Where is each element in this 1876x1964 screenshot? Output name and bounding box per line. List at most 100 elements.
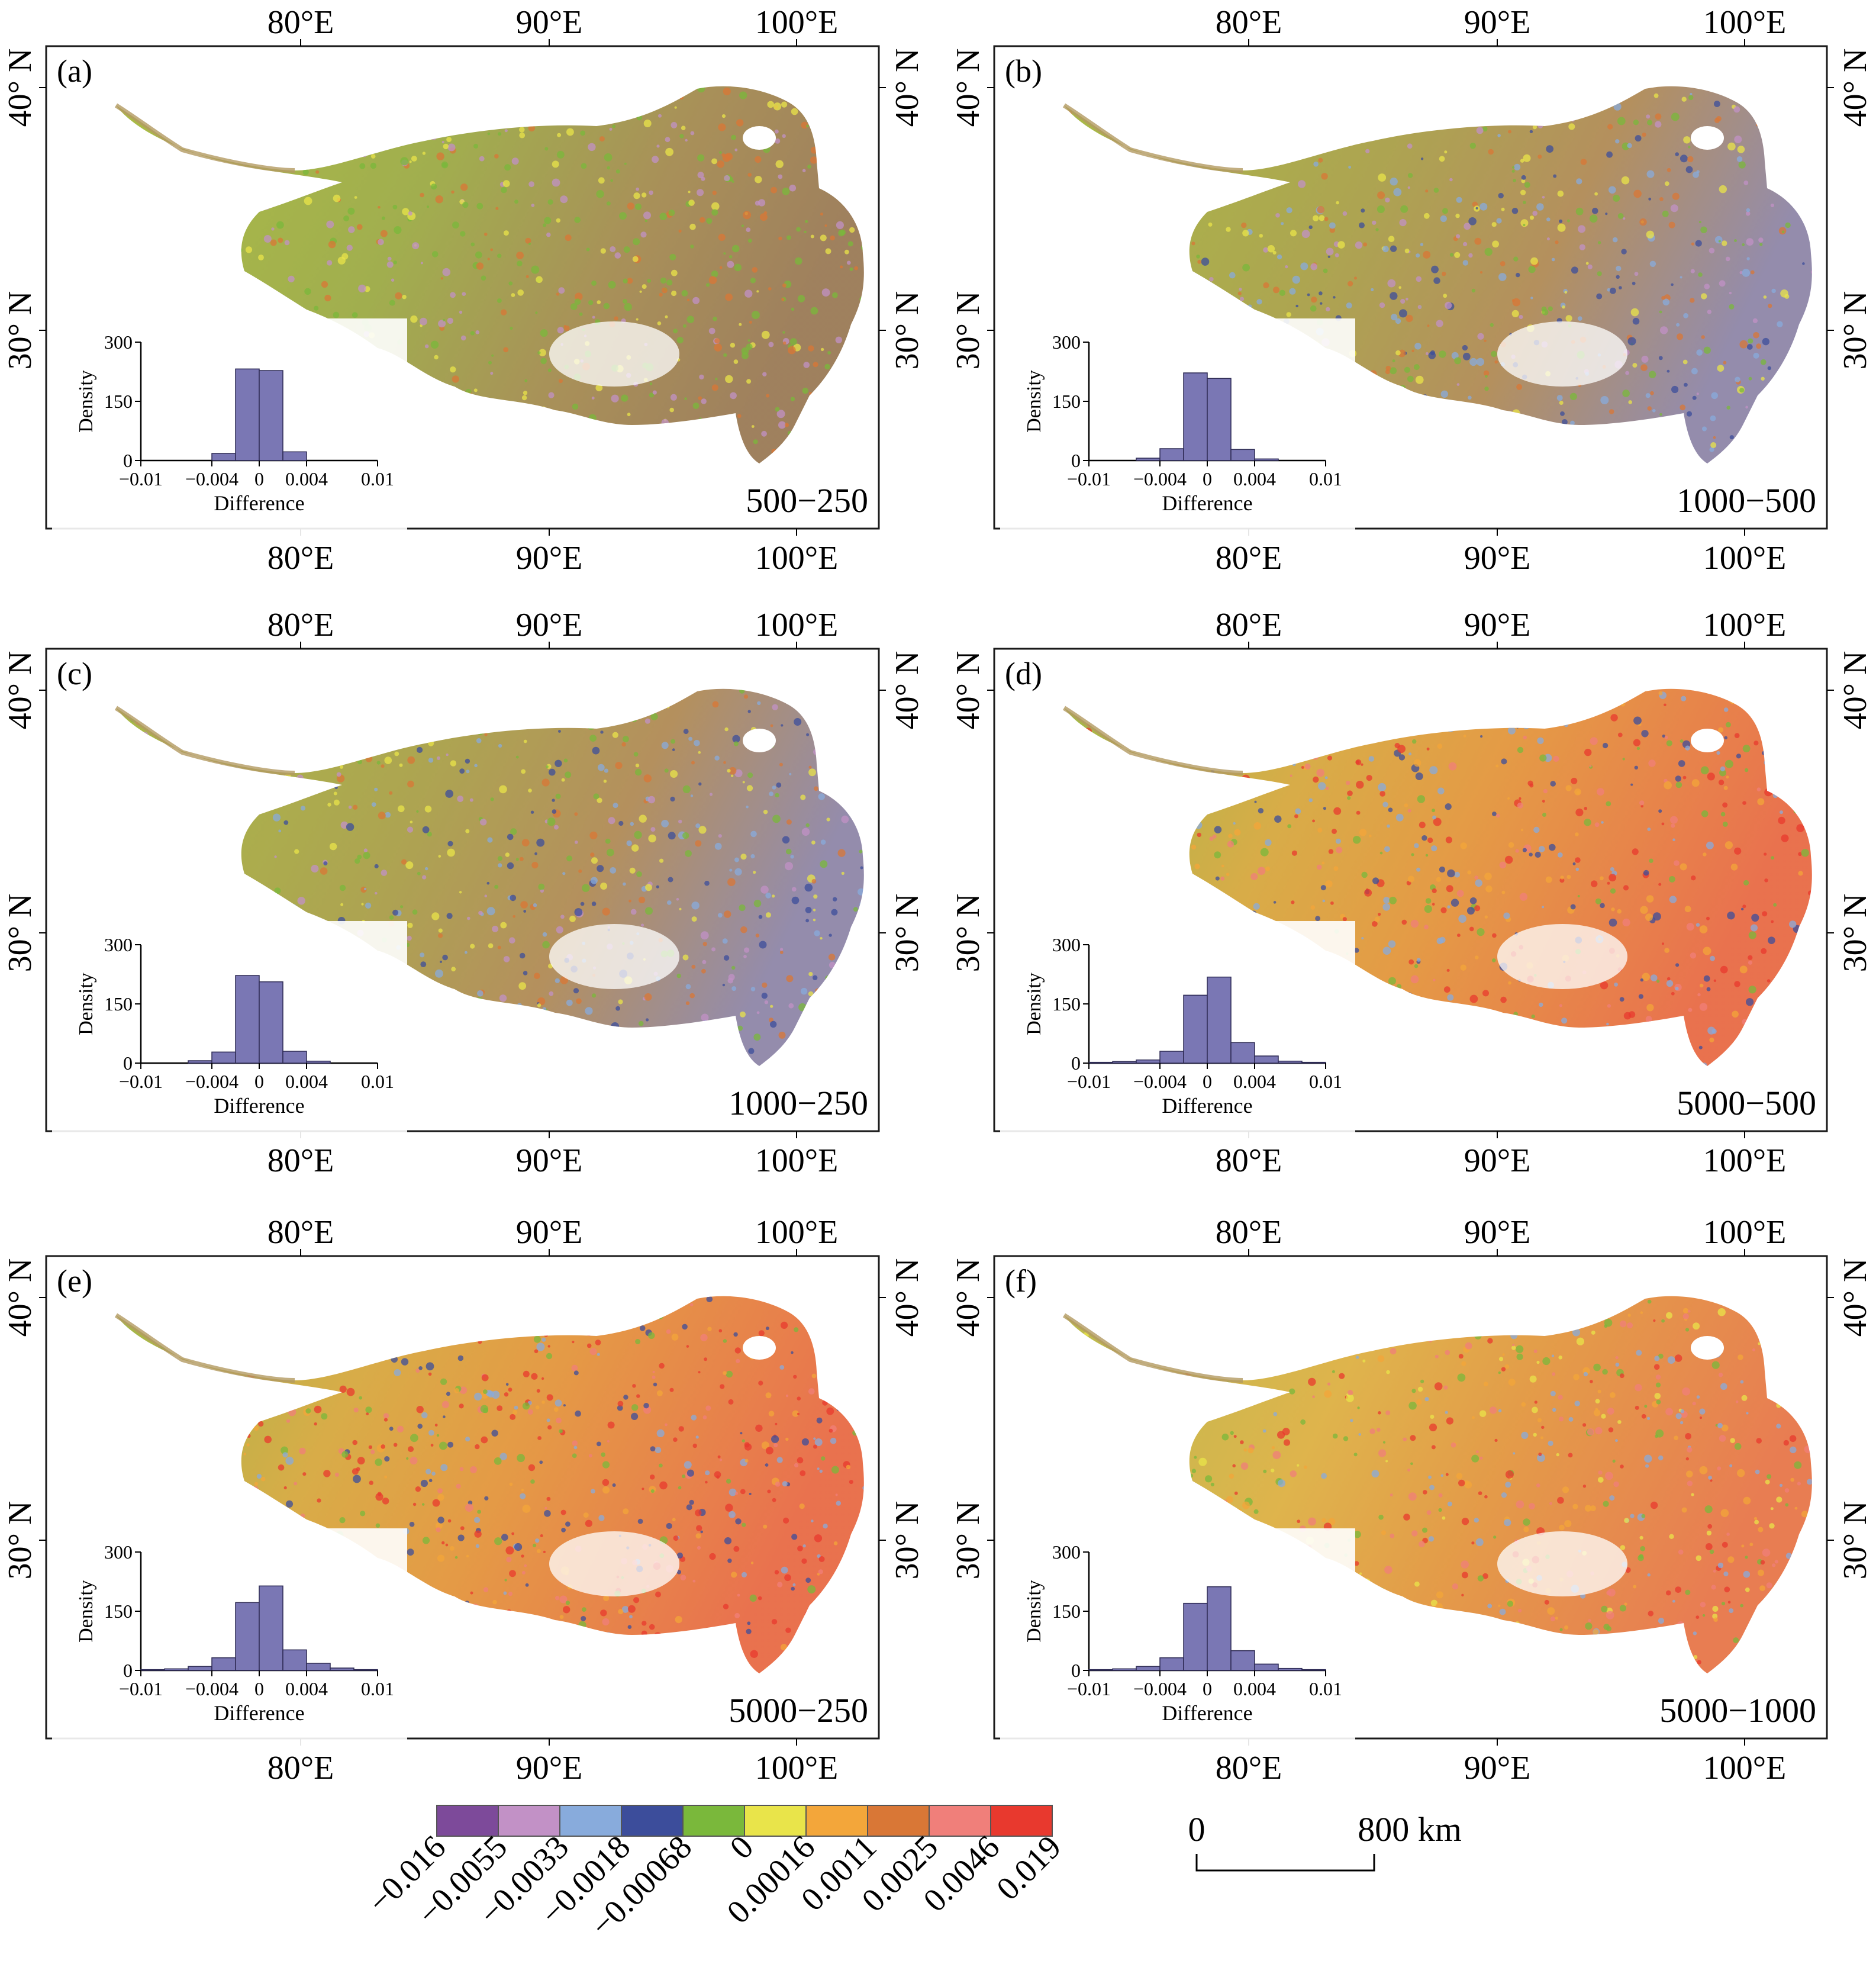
bottom-lon-label: 90°E [1464,540,1531,577]
histogram-bar [1183,372,1208,461]
west-tail [114,706,295,775]
histogram-bar [1254,1663,1279,1671]
map-panel-c: 80°E 90°E 100°E 80°E 90°E 100°E 40° N 40° N 30° … [2,607,926,1179]
bottom-lon-label: 100°E [1703,1750,1787,1786]
histogram-bar [188,1060,212,1064]
scale-end-label: 800 km [1358,1810,1462,1849]
histogram-bar [1159,1051,1184,1064]
histogram-bar [1183,1602,1208,1671]
bottom-lon-label: 100°E [1703,1142,1787,1179]
histogram-x-tick: 0 [1203,468,1212,490]
histogram-bar [211,453,236,461]
nodata-gap [1497,1531,1627,1596]
histogram-bar [211,1051,236,1064]
top-lon-label: 100°E [1703,607,1787,643]
panel-label: (d) [1005,656,1042,691]
histogram-x-label: Difference [214,1701,304,1725]
legend-swatch [744,1805,807,1837]
right-lat-label: 40° N [889,1258,926,1337]
histogram-bar [1183,994,1208,1064]
panel-label: (f) [1005,1263,1037,1299]
histogram-bar [282,1051,307,1064]
histogram-x-tick: 0.01 [361,468,394,490]
right-lat-label: 30° N [1837,894,1874,973]
map-panel-f: 80°E 90°E 100°E 80°E 90°E 100°E 40° N 40° N 30° … [950,1214,1874,1786]
left-lat-label: 40° N [2,49,38,127]
histogram-bar [306,1060,331,1064]
histogram-y-tick: 300 [104,934,133,955]
left-lat-label: 40° N [950,651,987,730]
bottom-lon-label: 80°E [267,1750,334,1786]
histogram-y-tick: 0 [1071,450,1081,471]
left-lat-label: 30° N [2,291,38,370]
histogram-bar [1230,1042,1255,1064]
histogram-x-tick: −0.004 [1133,1678,1187,1699]
lake-gap [743,729,776,752]
top-lon-label: 80°E [1216,1214,1282,1251]
histogram-bar [1230,1650,1255,1671]
histogram-x-tick: 0.004 [285,1678,328,1699]
comparison-label: 5000−250 [729,1691,868,1730]
top-lon-label: 90°E [516,1214,583,1251]
histogram-x-tick: 0.004 [1233,1071,1276,1092]
histogram-bar [1159,448,1184,461]
west-tail [114,103,295,173]
histogram-x-tick: 0.01 [1309,468,1342,490]
lake-gap [743,126,776,150]
comparison-label: 5000−500 [1677,1084,1816,1122]
histogram-x-tick: 0 [1203,1071,1212,1092]
histogram-bar [1159,1657,1184,1671]
histogram-bar [1136,1059,1161,1064]
top-lon-label: 80°E [1216,607,1282,643]
histogram-x-label: Difference [214,491,304,515]
bottom-lon-label: 80°E [1216,1750,1282,1786]
west-tail [1062,1313,1243,1383]
histogram-y-tick: 150 [104,391,133,412]
top-lon-label: 90°E [1464,4,1531,41]
histogram-y-tick: 300 [104,1541,133,1563]
left-lat-label: 30° N [2,1501,38,1580]
histogram-x-tick: 0.004 [1233,1678,1276,1699]
top-lon-label: 100°E [755,4,839,41]
lake-gap [1691,126,1724,150]
histogram-y-label: Density [1023,370,1045,433]
histogram-bar [1207,976,1232,1064]
nodata-gap [549,321,679,387]
comparison-label: 1000−250 [729,1084,868,1122]
histogram-bar [259,370,283,461]
histogram-x-tick: −0.01 [119,1071,163,1092]
histogram-bar [259,1585,283,1671]
color-legend: −0.016−0.0055−0.0033−0.0018−0.00068 00.00… [361,1805,1068,1944]
histogram-x-tick: 0.01 [361,1678,394,1699]
histogram-x-tick: 0 [1203,1678,1212,1699]
histogram-y-tick: 150 [104,993,133,1015]
right-lat-label: 30° N [1837,1501,1874,1580]
histogram-x-label: Difference [1162,1701,1252,1725]
histogram-bar [1112,1061,1137,1064]
legend-swatch [559,1805,622,1837]
histogram-bar [1230,449,1255,461]
left-lat-label: 40° N [950,49,987,127]
left-lat-label: 30° N [2,894,38,973]
legend-swatch [621,1805,684,1837]
histogram-bar [1278,1667,1303,1671]
histogram-x-tick: 0.004 [285,468,328,490]
bottom-lon-label: 100°E [1703,540,1787,577]
top-lon-label: 80°E [1216,4,1282,41]
bottom-lon-label: 90°E [516,1142,583,1179]
histogram-x-tick: −0.01 [1067,1678,1111,1699]
histogram-y-tick: 150 [104,1601,133,1622]
histogram-bar [1278,1060,1303,1064]
histogram-y-label: Density [1023,973,1045,1035]
right-lat-label: 30° N [889,894,926,973]
bottom-lon-label: 90°E [516,1750,583,1786]
plateau-map [1064,1296,1812,1673]
scale-bar: 0 800 km [1188,1810,1462,1872]
top-lon-label: 90°E [1464,1214,1531,1251]
top-lon-label: 100°E [755,607,839,643]
left-lat-label: 30° N [950,291,987,370]
right-lat-label: 40° N [1837,1258,1874,1337]
top-lon-label: 80°E [267,607,334,643]
